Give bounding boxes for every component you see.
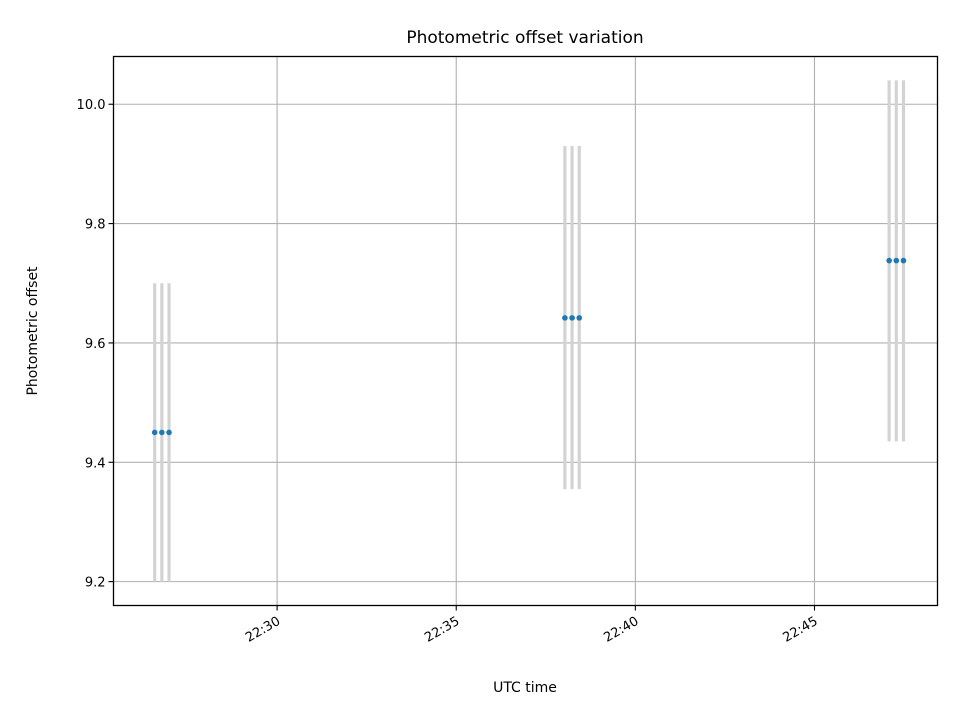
error-bars [153,80,906,582]
data-point [562,315,568,321]
data-point [151,429,158,436]
x-axis-ticks: 22:30 22:35 22:40 22:45 [243,605,821,646]
grid [113,56,938,606]
x-tick-label: 22:35 [422,614,462,646]
x-tick-label: 22:30 [243,614,283,646]
data-points [151,257,907,436]
y-tick-label: 9.4 [85,456,106,471]
y-axis-label: Photometric offset [25,266,41,396]
chart-title: Photometric offset variation [406,28,643,48]
y-tick-label: 10.0 [77,98,106,113]
data-point [166,429,172,436]
data-point [886,257,892,264]
x-tick-label: 22:40 [601,614,641,646]
y-tick-label: 9.8 [85,218,106,233]
data-point [893,257,900,264]
y-tick-label: 9.6 [85,337,106,352]
data-point [576,315,583,321]
data-point [900,257,907,264]
y-axis-ticks: 9.2 9.4 9.6 9.8 10.0 [77,98,114,591]
data-point [569,315,575,321]
data-point [159,429,165,436]
plot-frame [112,55,939,607]
x-axis-label: UTC time [493,680,557,696]
y-tick-label: 9.2 [85,576,106,591]
x-tick-label: 22:45 [781,614,821,646]
